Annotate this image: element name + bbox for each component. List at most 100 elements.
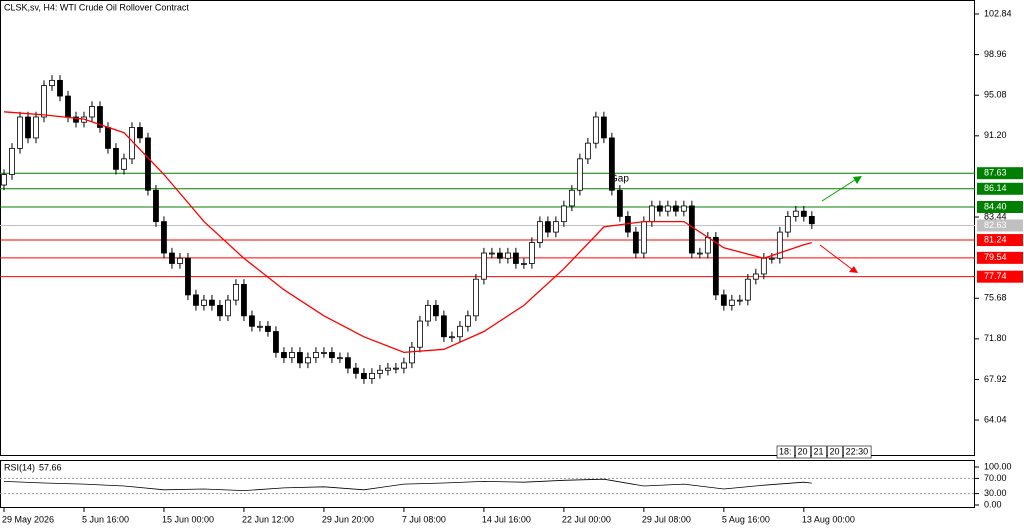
candle-body xyxy=(680,205,687,212)
candle-body xyxy=(329,352,335,359)
candle-body xyxy=(249,315,255,327)
rsi-tick-label: 30.00 xyxy=(984,488,1007,498)
candle-body xyxy=(409,346,415,364)
candle-body xyxy=(265,325,271,332)
rsi-tick-label: 100.00 xyxy=(984,461,1012,471)
candle-body xyxy=(105,127,111,149)
gap-annotation: Gap xyxy=(610,174,629,185)
candle-body xyxy=(768,257,775,260)
candle-body xyxy=(65,95,71,118)
up-arrow xyxy=(821,177,859,202)
rsi-tick-label: 0.00 xyxy=(984,499,1002,509)
x-tick-label: 29 Jun 20:00 xyxy=(322,514,374,524)
level-box xyxy=(977,182,1023,195)
y-tick-label: 75.68 xyxy=(984,293,1007,303)
candle-body xyxy=(441,315,447,338)
candle-body xyxy=(281,352,287,359)
candle-body xyxy=(704,236,711,254)
candle-body xyxy=(313,352,319,359)
candle-body xyxy=(496,252,503,259)
candle-body xyxy=(153,189,159,223)
candle-body xyxy=(321,352,327,354)
rsi-tick-label: 70.00 xyxy=(984,473,1007,483)
candle-body xyxy=(433,304,439,317)
candle-body xyxy=(257,325,263,328)
candle-body xyxy=(457,325,463,338)
x-tick-label: 14 Jul 16:00 xyxy=(482,514,531,524)
y-tick-label: 91.20 xyxy=(984,130,1007,140)
current-price-label: 82.63 xyxy=(984,220,1007,230)
candle-body xyxy=(273,331,279,353)
candle-body xyxy=(89,106,95,118)
candle-body xyxy=(241,284,247,317)
candle-body xyxy=(736,299,743,302)
candle-body xyxy=(169,252,175,264)
candle-body xyxy=(217,304,223,317)
candle-body xyxy=(17,116,23,149)
candle-body xyxy=(512,252,519,264)
y-tick-label: 83.44 xyxy=(984,211,1007,221)
candle-body xyxy=(576,158,583,191)
time-box xyxy=(827,445,843,459)
candle-body xyxy=(592,116,599,144)
candle-body xyxy=(161,221,167,254)
candle-body xyxy=(337,357,343,360)
rsi-line xyxy=(3,478,812,492)
time-box xyxy=(843,445,872,459)
time-box-label: 21 xyxy=(814,446,824,456)
candle-body xyxy=(353,367,359,374)
candle-body xyxy=(560,205,567,223)
time-box xyxy=(776,445,795,459)
candle-body xyxy=(504,252,511,259)
x-tick-label: 29 May 2026 xyxy=(2,514,54,524)
x-tick-label: 5 Jun 16:00 xyxy=(82,514,129,524)
candle-body xyxy=(776,231,783,259)
candle-body xyxy=(393,367,399,370)
candle-body xyxy=(640,221,647,254)
time-box-label: 22:30 xyxy=(846,446,869,456)
moving-average xyxy=(3,111,812,354)
candle-body xyxy=(720,294,727,306)
level-label: 87.63 xyxy=(984,168,1007,178)
candle-body xyxy=(808,216,815,225)
candle-body xyxy=(25,116,31,139)
candle-body xyxy=(137,127,143,139)
y-tick-label: 71.80 xyxy=(984,333,1007,343)
up-arrow-head xyxy=(853,176,862,184)
candle-body xyxy=(465,315,471,327)
level-box xyxy=(977,251,1023,264)
time-box xyxy=(795,445,811,459)
candle-body xyxy=(401,362,407,369)
candle-body xyxy=(552,221,559,233)
y-tick-label: 98.96 xyxy=(984,49,1007,59)
candle-body xyxy=(792,210,799,217)
current-price-box xyxy=(977,219,1023,232)
candle-body xyxy=(113,147,119,170)
candle-body xyxy=(544,221,551,233)
candle-body xyxy=(536,221,543,243)
candle-body xyxy=(752,273,759,280)
x-tick-label: 5 Aug 16:00 xyxy=(722,514,770,524)
y-tick-label: 95.08 xyxy=(984,90,1007,100)
y-tick-label: 102.84 xyxy=(984,8,1012,18)
candle-body xyxy=(696,252,703,255)
candle-body xyxy=(664,205,671,212)
level-box xyxy=(977,270,1023,283)
x-tick-label: 7 Jul 08:00 xyxy=(402,514,446,524)
x-tick-label: 29 Jul 08:00 xyxy=(642,514,691,524)
candle-body xyxy=(361,372,367,380)
level-box xyxy=(977,200,1023,213)
time-box-label: 20 xyxy=(798,446,808,456)
candle-body xyxy=(481,252,487,280)
candle-body xyxy=(145,137,151,191)
candle-body xyxy=(648,205,655,223)
time-box-label: 18: xyxy=(779,446,792,456)
candle-body xyxy=(616,189,623,217)
candle-body xyxy=(209,299,215,306)
candle-body xyxy=(520,263,527,265)
candle-body xyxy=(449,336,455,339)
y-tick-label: 67.92 xyxy=(984,374,1007,384)
candle-body xyxy=(377,369,383,374)
time-box xyxy=(811,445,827,459)
y-tick-label: 64.04 xyxy=(984,414,1007,424)
